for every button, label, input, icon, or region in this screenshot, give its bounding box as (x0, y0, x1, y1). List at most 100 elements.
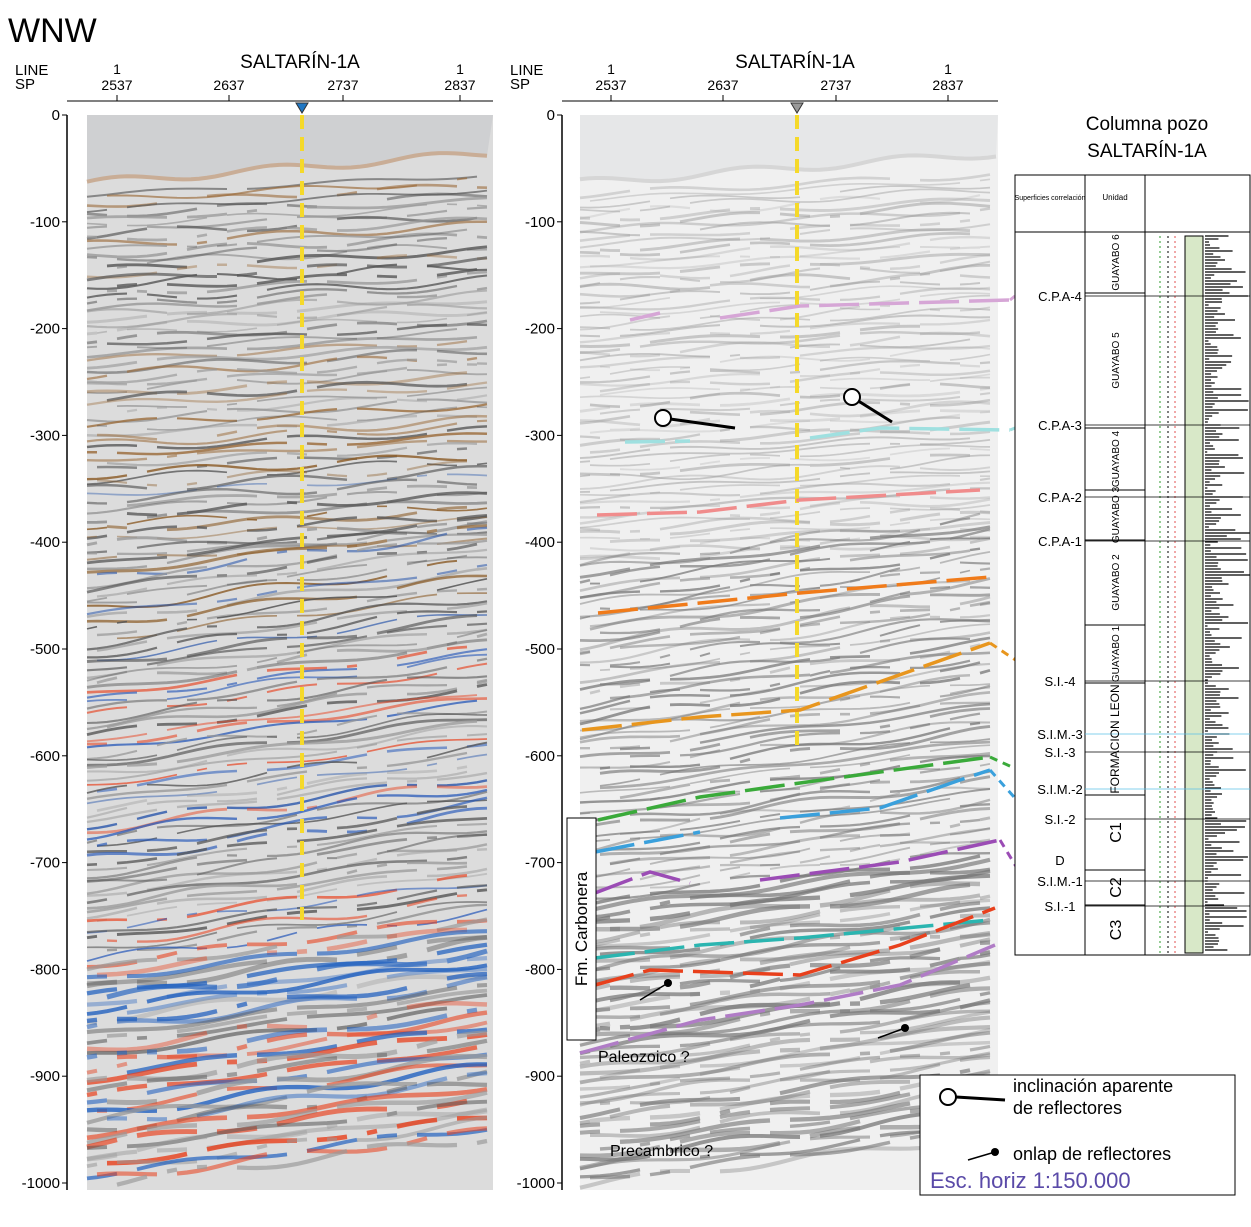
reflector (579, 595, 991, 652)
horizon (594, 906, 996, 987)
reflector (86, 1020, 488, 1075)
unit-label: C3 (1108, 920, 1125, 941)
reflector (580, 495, 991, 519)
reflector (86, 490, 488, 515)
reflector (86, 935, 488, 986)
depth-tick-label: -300 (30, 427, 60, 444)
reflector (86, 832, 488, 883)
panel-title: SALTARÍN-1A (240, 52, 360, 73)
surface-label: S.I.-4 (1044, 674, 1075, 689)
horizon-tie (1009, 426, 1016, 432)
reflector (579, 263, 991, 291)
reflector (579, 194, 981, 220)
reflector (579, 551, 991, 605)
surface-label: C.P.A-1 (1038, 534, 1082, 549)
column-title: SALTARÍN-1A (1087, 141, 1207, 162)
surface-label: S.I.-3 (1044, 745, 1075, 760)
reflector (86, 1052, 488, 1105)
reflector (580, 252, 991, 276)
depth-tick-label: -700 (30, 855, 60, 872)
reflector (116, 386, 488, 408)
reflector (87, 533, 488, 556)
horizon (596, 488, 981, 517)
reflector (579, 510, 991, 536)
seismic-panel (580, 115, 998, 1190)
depth-tick-label: -800 (30, 961, 60, 978)
reflector (126, 491, 488, 517)
unit-label: GUAYABO 3 (1111, 486, 1122, 543)
reflector (86, 738, 488, 786)
legend-box (919, 1074, 1236, 1196)
reflector (86, 1069, 488, 1125)
reflector (579, 841, 990, 889)
reflector (579, 353, 991, 380)
reflector (619, 447, 991, 471)
reflector (86, 600, 488, 651)
reflector (579, 197, 991, 222)
reflector (86, 263, 488, 290)
legend-dip-line (955, 1095, 1006, 1102)
reflector (86, 215, 478, 240)
reflector (96, 406, 488, 431)
legend-onlap (967, 1151, 996, 1161)
reflector (96, 526, 488, 576)
column-title: Columna pozo (1086, 114, 1209, 135)
reflector (579, 487, 990, 510)
horizon (597, 755, 991, 822)
reflector (86, 790, 488, 844)
reflector (86, 713, 488, 762)
reflector (86, 1038, 488, 1093)
reflector (579, 1069, 991, 1126)
reflector (86, 697, 488, 746)
depth-tick-label: 0 (547, 107, 555, 124)
reflector (86, 192, 488, 218)
reflector (579, 272, 991, 298)
dip-circle (654, 409, 672, 427)
horizon (594, 870, 691, 895)
reflector (589, 245, 991, 268)
reflector (579, 398, 991, 425)
reflector (579, 474, 990, 496)
reflector (86, 934, 488, 989)
dip-line (662, 416, 736, 430)
reflector (579, 235, 991, 261)
unit-label: GUAYABO 2 (1111, 554, 1122, 611)
reflector (126, 1027, 488, 1076)
depth-tick-label: -200 (30, 321, 60, 338)
reflector (579, 454, 991, 481)
reflector (579, 873, 991, 925)
reflector (86, 779, 488, 831)
reflector (579, 363, 981, 387)
reflector (126, 967, 488, 1015)
reflector (579, 913, 991, 964)
reflector (579, 439, 991, 463)
reflector (579, 614, 991, 664)
reflector (86, 358, 488, 384)
reflector (86, 675, 488, 725)
onlap-head (901, 1024, 909, 1032)
surface-label: D (1055, 853, 1064, 868)
surface-label: C.P.A-2 (1038, 490, 1082, 505)
reflector (599, 740, 991, 790)
reflector (106, 1071, 488, 1122)
reflector (599, 1101, 991, 1151)
reflector (86, 196, 488, 220)
reflector (579, 537, 991, 593)
depth-tick-label: 0 (52, 107, 60, 124)
reflector (579, 950, 991, 1007)
column-header: Superficies correlación (1015, 195, 1086, 202)
seismic-panel (87, 115, 493, 1190)
sp-label: SP (15, 76, 35, 93)
reflector (579, 517, 991, 540)
unit-label: C2 (1108, 877, 1125, 898)
reflector (106, 270, 488, 295)
reflector (86, 403, 488, 428)
reflector (86, 638, 488, 689)
reflector (86, 563, 488, 616)
reflector (589, 775, 991, 828)
reflector (579, 185, 991, 209)
scale-label: Esc. horiz 1:150.000 (930, 1168, 1131, 1193)
reflector (116, 1010, 488, 1060)
sp-tick-label: 2837 (932, 77, 963, 93)
surface-label: S.I.-2 (1044, 812, 1075, 827)
